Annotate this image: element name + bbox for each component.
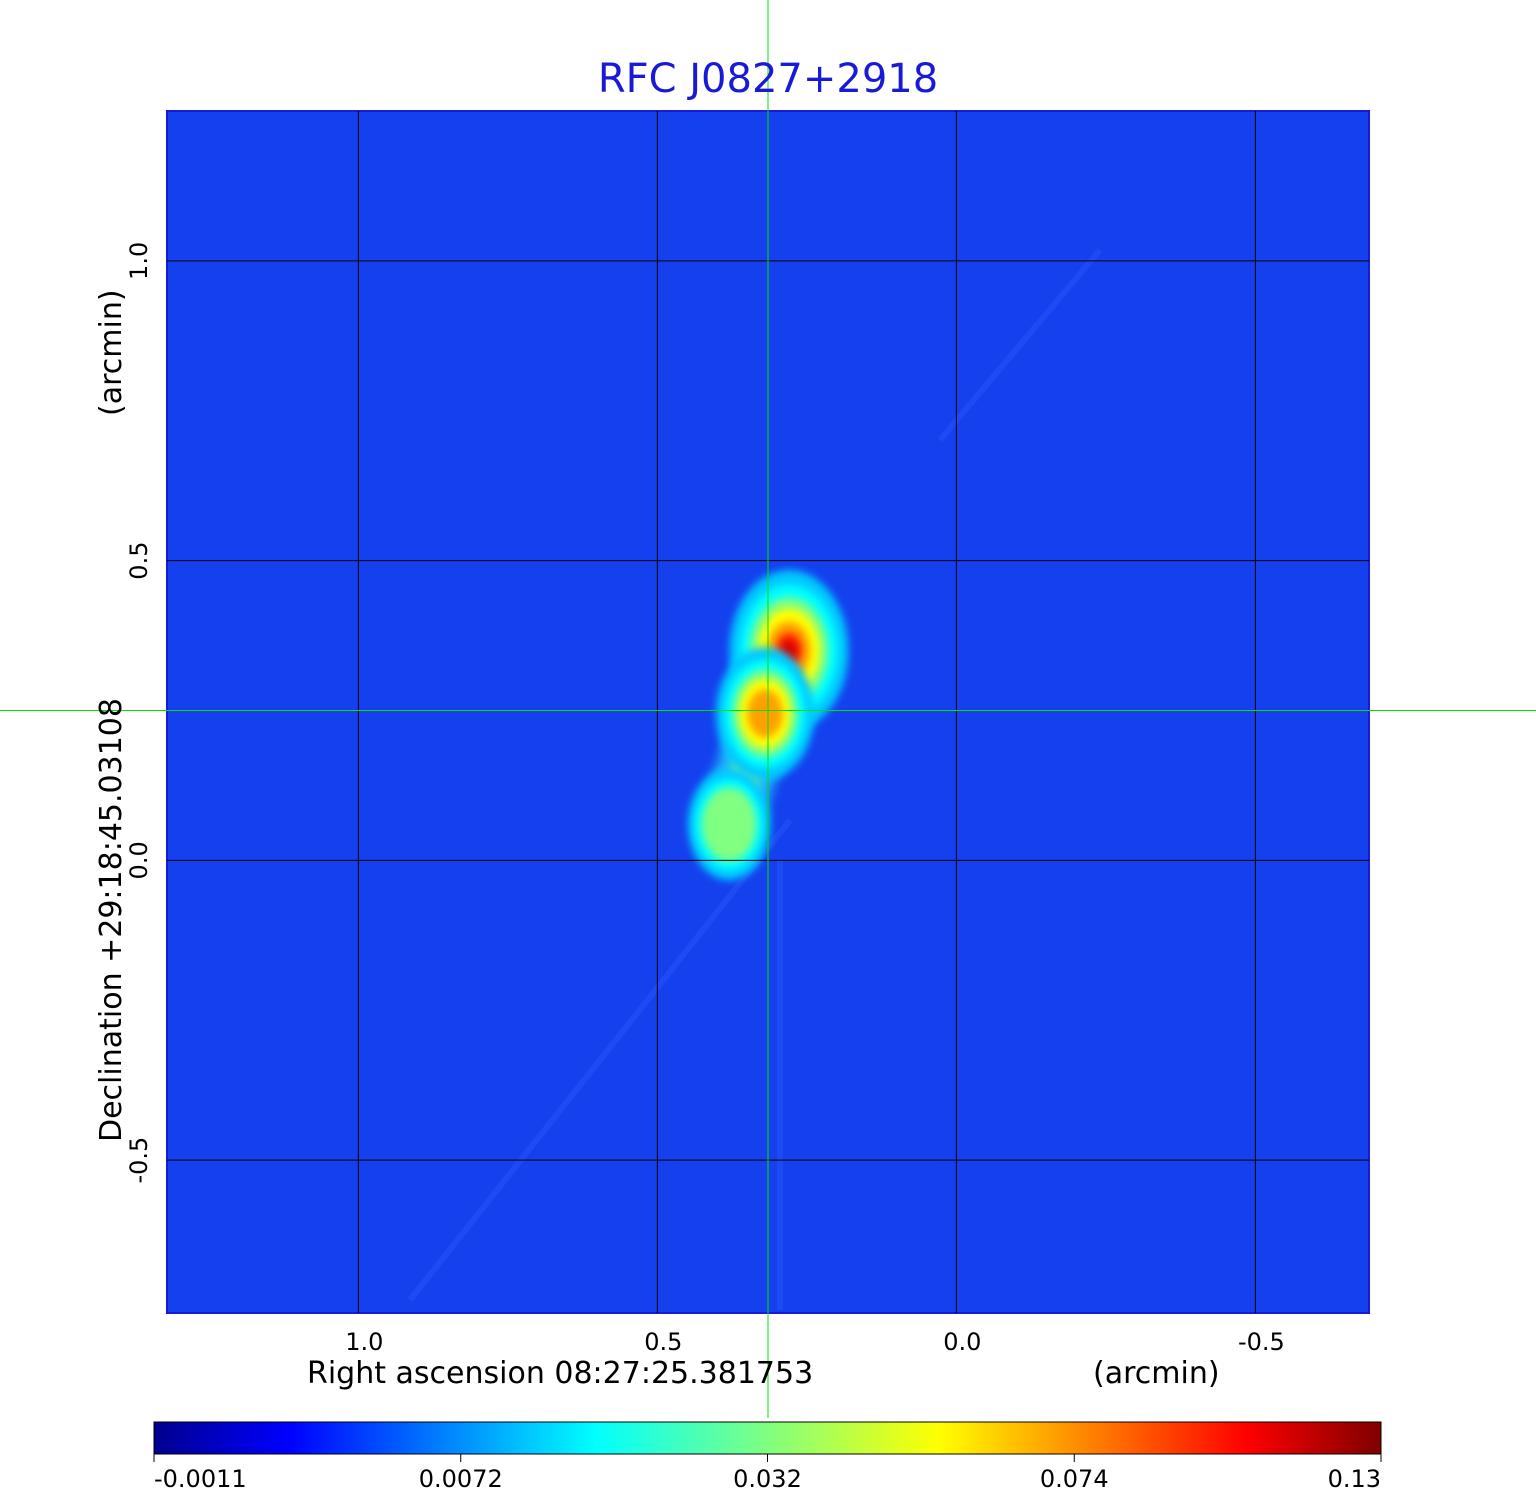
component-core [715,647,815,780]
colorbar: -0.0011 0.0072 0.032 0.074 0.13 [153,1421,1382,1493]
y-axis-unit: (arcmin) [94,289,129,416]
x-tick-labels: 1.0 0.5 0.0 -0.5 [345,1328,1285,1356]
sidelobe-streaks [407,248,1103,1310]
component-south [687,768,771,881]
x-tick-label-2: 0.0 [943,1328,981,1356]
map-title: RFC J0827+2918 [598,56,938,102]
source-components [687,570,849,881]
colorbar-gradient [153,1421,1382,1455]
crosshair [0,0,1536,1418]
x-axis-unit: (arcmin) [1093,1356,1220,1391]
colorbar-tick-label-3: 0.074 [1040,1465,1109,1493]
y-axis-label: Declination +29:18:45.03108 [94,698,129,1142]
colorbar-tick-label-2: 0.032 [733,1465,802,1493]
y-tick-label-1: 0.5 [125,542,153,580]
x-tick-label-1: 0.5 [644,1328,682,1356]
x-tick-label-3: -0.5 [1238,1328,1285,1356]
colorbar-tick-labels: -0.0011 0.0072 0.032 0.074 0.13 [153,1454,1382,1493]
y-tick-labels: 1.0 0.5 0.0 -0.5 [125,242,153,1184]
colorbar-tick-label-1: 0.0072 [419,1465,503,1493]
colorbar-tick-label-0: -0.0011 [154,1465,247,1493]
y-tick-label-3: -0.5 [125,1137,153,1184]
x-tick-label-0: 1.0 [345,1328,383,1356]
y-tick-label-2: 0.0 [125,841,153,879]
x-axis-label: Right ascension 08:27:25.381753 [307,1356,813,1391]
colorbar-tick-label-4: 0.13 [1328,1465,1381,1493]
component-south-level-2 [701,787,757,862]
y-tick-label-0: 1.0 [125,242,153,280]
component-core-level-4 [747,689,783,738]
